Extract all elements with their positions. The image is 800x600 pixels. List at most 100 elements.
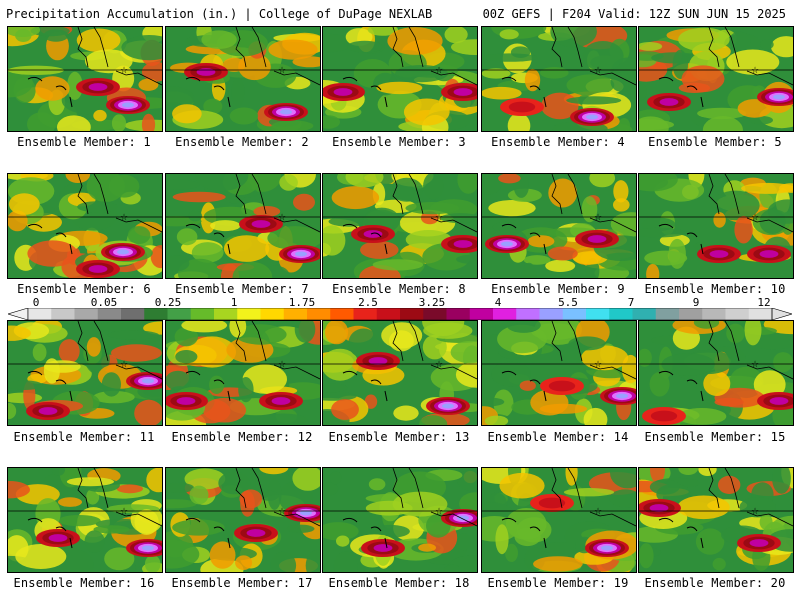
ensemble-map-panel: ☆	[322, 467, 478, 573]
ensemble-map-panel: ☆	[322, 320, 478, 426]
colorbar-bin	[539, 308, 564, 320]
precip-map: ☆	[482, 468, 636, 572]
precip-map: ☆	[323, 174, 477, 278]
colorbar-bin	[283, 308, 308, 320]
colorbar-tick-label: 1	[230, 296, 238, 309]
colorbar-tick-label: 0.25	[154, 296, 182, 309]
colorbar-bin	[493, 308, 517, 320]
colorbar-tick-label: 0.05	[90, 296, 118, 309]
svg-text:☆: ☆	[594, 360, 602, 370]
ensemble-map-panel: ☆	[638, 320, 794, 426]
colorbar-tick-label: 1.75	[288, 296, 316, 309]
colorbar-tick-label: 4	[494, 296, 502, 309]
ensemble-map-panel: ☆	[165, 320, 321, 426]
colorbar-bin	[353, 308, 378, 320]
svg-text:☆: ☆	[594, 213, 602, 223]
svg-text:☆: ☆	[435, 66, 443, 76]
ensemble-member-label: Ensemble Member: 9	[491, 282, 625, 296]
colorbar-bin	[330, 308, 354, 320]
svg-text:☆: ☆	[751, 66, 759, 76]
ensemble-map-panel: ☆	[322, 26, 478, 132]
svg-text:☆: ☆	[278, 213, 286, 223]
ensemble-member-label: Ensemble Member: 11	[13, 430, 155, 444]
colorbar-bin	[469, 308, 494, 320]
colorbar-tick-label: 7	[627, 296, 635, 309]
precip-map: ☆	[323, 321, 477, 425]
colorbar-tick-label: 0	[32, 296, 40, 309]
ensemble-map-panel: ☆	[7, 173, 163, 279]
ensemble-member-label: Ensemble Member: 10	[644, 282, 786, 296]
colorbar-tick-label: 3.25	[418, 296, 446, 309]
ensemble-member-label: Ensemble Member: 8	[332, 282, 466, 296]
ensemble-map-panel: ☆	[638, 173, 794, 279]
precip-map: ☆	[166, 174, 320, 278]
ensemble-map-panel: ☆	[7, 320, 163, 426]
ensemble-member-label: Ensemble Member: 7	[175, 282, 309, 296]
colorbar-bin	[748, 308, 773, 320]
ensemble-member-label: Ensemble Member: 5	[648, 135, 782, 149]
ensemble-member-label: Ensemble Member: 20	[644, 576, 786, 590]
svg-text:☆: ☆	[435, 213, 443, 223]
svg-text:☆: ☆	[435, 507, 443, 517]
precip-map: ☆	[166, 468, 320, 572]
ensemble-member-label: Ensemble Member: 12	[171, 430, 313, 444]
colorbar-bin	[562, 308, 587, 320]
ensemble-member-label: Ensemble Member: 16	[13, 576, 155, 590]
ensemble-member-label: Ensemble Member: 18	[328, 576, 470, 590]
precip-map: ☆	[482, 321, 636, 425]
colorbar-bin	[400, 308, 424, 320]
colorbar-bin	[260, 308, 285, 320]
colorbar-bin	[167, 308, 192, 320]
ensemble-member-label: Ensemble Member: 17	[171, 576, 313, 590]
svg-text:☆: ☆	[751, 213, 759, 223]
colorbar-bin	[679, 308, 703, 320]
colorbar: 0 0.05 0.25 1 1.75 2.5 3.25 4 5.5 7 9 12	[8, 296, 792, 320]
header: Precipitation Accumulation (in.) | Colle…	[0, 0, 800, 24]
ensemble-member-label: Ensemble Member: 3	[332, 135, 466, 149]
precip-map: ☆	[8, 174, 162, 278]
colorbar-tick-label: 5.5	[558, 296, 578, 309]
colorbar-bin	[237, 308, 261, 320]
svg-text:☆: ☆	[120, 360, 128, 370]
colorbar-bin	[586, 308, 610, 320]
svg-text:☆: ☆	[278, 360, 286, 370]
ensemble-member-label: Ensemble Member: 4	[491, 135, 625, 149]
svg-text:☆: ☆	[278, 507, 286, 517]
ensemble-member-label: Ensemble Member: 1	[17, 135, 151, 149]
ensemble-map-panel: ☆	[481, 26, 637, 132]
colorbar-bin	[28, 308, 52, 320]
colorbar-labels: 0 0.05 0.25 1 1.75 2.5 3.25 4 5.5 7 9 12	[8, 296, 792, 309]
precip-map: ☆	[482, 27, 636, 131]
colorbar-tick-label: 9	[692, 296, 700, 309]
svg-text:☆: ☆	[751, 507, 759, 517]
svg-text:☆: ☆	[594, 507, 602, 517]
ensemble-map-panel: ☆	[165, 467, 321, 573]
colorbar-bin	[655, 308, 680, 320]
ensemble-map-panel: ☆	[322, 173, 478, 279]
colorbar-bin	[632, 308, 657, 320]
colorbar-bin	[702, 308, 726, 320]
product-title: Precipitation Accumulation (in.) | Colle…	[6, 7, 433, 21]
ensemble-map-panel: ☆	[481, 173, 637, 279]
colorbar-tick-label: 2.5	[358, 296, 378, 309]
svg-text:☆: ☆	[120, 66, 128, 76]
svg-text:☆: ☆	[435, 360, 443, 370]
colorbar-bin	[74, 308, 99, 320]
ensemble-map-panel: ☆	[638, 26, 794, 132]
ensemble-member-label: Ensemble Member: 6	[17, 282, 151, 296]
precip-map: ☆	[8, 468, 162, 572]
ensemble-map-panel: ☆	[481, 467, 637, 573]
ensemble-map-panel: ☆	[7, 26, 163, 132]
colorbar-bin	[97, 308, 122, 320]
precip-map: ☆	[639, 174, 793, 278]
colorbar-bin	[376, 308, 401, 320]
precip-map: ☆	[639, 321, 793, 425]
colorbar-scale	[8, 308, 792, 320]
colorbar-bin	[190, 308, 215, 320]
svg-text:☆: ☆	[120, 507, 128, 517]
ensemble-map-panel: ☆	[165, 173, 321, 279]
precip-map: ☆	[639, 468, 793, 572]
colorbar-bin	[423, 308, 447, 320]
precip-map: ☆	[639, 27, 793, 131]
svg-text:☆: ☆	[594, 66, 602, 76]
